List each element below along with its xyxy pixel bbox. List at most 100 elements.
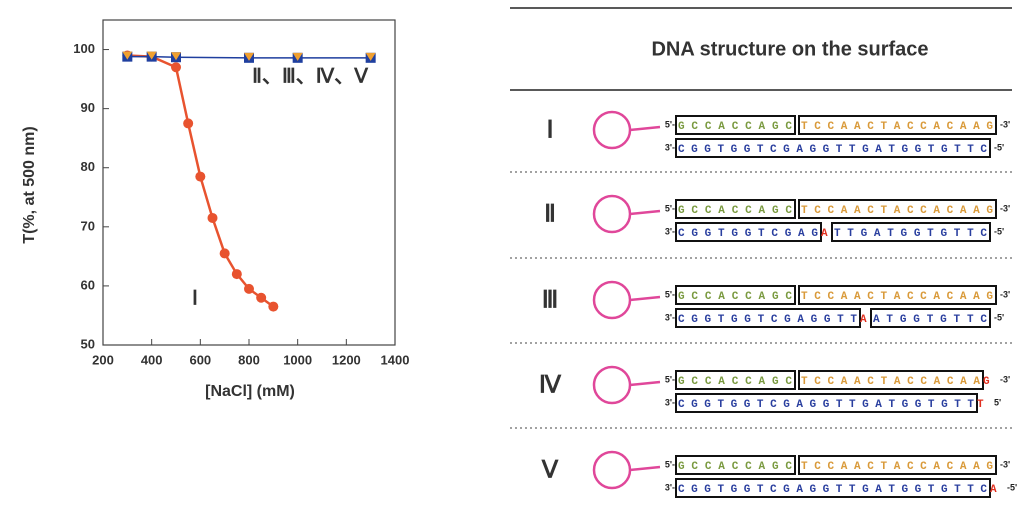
x-tick-label: 600 [189,352,211,367]
strand-box [675,199,796,219]
strand-end: 5'- [665,119,675,129]
strand-end: 3'- [665,397,675,407]
series-label: Ⅱ、Ⅲ、Ⅳ、Ⅴ [252,66,369,88]
y-tick-label: 70 [81,218,95,233]
linker [629,465,661,472]
sequence: GCCACCAGC [678,461,792,473]
strand-end: -3' [1000,289,1010,299]
sequence: CGGTGGTCGAGGTT [678,314,857,326]
linker [629,380,661,387]
sequence: CGGTGGTCGAGGTTGATGGTGTTC [678,144,987,156]
strand-end: 5'- [665,289,675,299]
point [268,301,279,312]
surface-particle [592,365,632,405]
point [207,212,218,223]
sequence: GCCACCAGC [678,121,792,133]
strand-end: -5' [1007,482,1017,492]
sequence: TTGATGGTGTTC [834,228,987,240]
sequence: TCCAACTACCACAAG [801,291,993,303]
sequence: CGGTGGTCGAG [678,228,818,240]
strand-box [675,455,796,475]
strand-box [675,308,861,328]
strand-end: 3'- [665,312,675,322]
row-label: Ⅴ [541,458,559,484]
strand-box [798,115,997,135]
y-tick-label: 100 [73,41,95,56]
x-tick-label: 800 [238,352,260,367]
strand-end: -5' [994,226,1004,236]
sequence: A [821,228,828,240]
point-overlay [365,52,376,61]
strand-end: 3'- [665,226,675,236]
strand-box [798,285,997,305]
strand-end: 5'- [665,374,675,384]
surface-particle [592,450,632,490]
x-tick-label: 400 [141,352,163,367]
sequence: TCCAACTACCACAAG [801,461,993,473]
strand-end: -5' [994,312,1004,322]
point-overlay [146,51,157,60]
sequence: GCCACCAGC [678,205,792,217]
series-label: Ⅰ [192,288,198,310]
sequence: GCCACCAGC [678,291,792,303]
strand-end: 5'- [665,203,675,213]
strand-box [675,115,796,135]
strand-end: -3' [1000,119,1010,129]
surface-particle [592,280,632,320]
strand-end: -3' [1000,459,1010,469]
row-label: Ⅱ [544,202,556,228]
strand-end: 3'- [665,142,675,152]
surface-particle [592,194,632,234]
point [171,62,181,73]
strand-box [798,455,997,475]
point [219,248,230,259]
point-overlay [292,52,303,61]
strand-end: 3'- [665,482,675,492]
sequence: T [977,399,984,411]
sequence: CGGTGGTCGAGGTTGATGGTGTT [678,399,974,411]
sequence: A [990,484,997,496]
strand-box [798,370,984,390]
row-label: Ⅳ [539,373,562,399]
strand-end: -5' [994,142,1004,152]
strand-box [798,199,997,219]
y-tick-label: 90 [81,100,95,115]
strand-box [675,370,796,390]
point-overlay [122,51,133,60]
strand-box [831,222,991,242]
strand-end: -3' [1000,374,1010,384]
point [256,292,267,303]
y-axis-label: T(%, at 500 nm) [21,126,38,243]
sequence: TCCAACTACCACAAG [801,121,993,133]
point-overlay [244,52,254,61]
linker [629,125,661,132]
strand-box [675,138,991,158]
point [195,171,206,182]
x-tick-label: 1400 [381,352,410,367]
sequence: CGGTGGTCGAGGTTGATGGTGTTC [678,484,987,496]
sequence: TCCAACTACCACAAG [801,205,993,217]
point [231,269,242,280]
x-tick-label: 1200 [332,352,361,367]
strand-box [675,393,978,413]
point-overlay [171,52,181,61]
linker [629,295,661,302]
strand-end: 5'- [665,459,675,469]
diagram-title: DNA structure on the surface [651,38,928,60]
sequence: ATGGTGTTC [873,314,987,326]
x-tick-label: 1000 [283,352,312,367]
surface-particle [592,110,632,150]
strand-box [675,285,796,305]
strand-box [870,308,991,328]
strand-end: 5' [994,397,1001,407]
linker [629,209,661,216]
row-label: Ⅰ [546,118,553,144]
y-tick-label: 50 [81,336,95,351]
x-tick-label: 200 [92,352,114,367]
strand-box [675,222,822,242]
y-tick-label: 60 [81,277,95,292]
row-label: Ⅲ [542,288,559,314]
sequence: TCCAACTACCACAA [801,376,980,388]
sequence: A [860,314,867,326]
x-axis-label: [NaCl] (mM) [205,383,295,400]
